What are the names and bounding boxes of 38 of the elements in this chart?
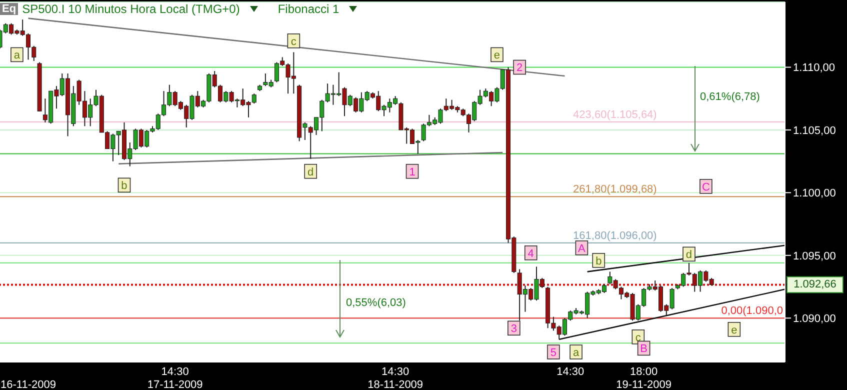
x-tick-label: 14:30 18-11-2009 <box>368 366 424 390</box>
series-label: B <box>640 343 648 356</box>
series-label: 1 <box>409 166 416 178</box>
ref-line-label: 1.092,66 <box>794 278 836 291</box>
y-tick-label: 1.090,00 <box>793 313 836 326</box>
x-tick-label: 16-11-2009 <box>0 379 56 390</box>
series-label: 5 <box>550 346 557 359</box>
ref-line-label: 161,80(1.096,00) <box>573 230 657 242</box>
series-label: b <box>121 180 128 192</box>
series-label: 4 <box>528 248 534 260</box>
annotation: 0,61%(6,78) <box>700 91 760 103</box>
text: b <box>596 255 602 268</box>
series-label: 2 <box>516 62 523 74</box>
series-label: 3 <box>510 323 517 336</box>
x-tick-label: 18:00 19-11-2009 <box>616 366 672 390</box>
text: a <box>572 346 580 359</box>
series-label: d <box>308 166 314 178</box>
chart-subtitle: Fibonacci 1 <box>278 2 340 16</box>
y-tick-label: 1.095,00 <box>793 250 836 262</box>
series-label: e <box>494 50 500 62</box>
annotation: Eq <box>0 3 18 15</box>
series-label: A <box>578 242 586 255</box>
text: e <box>731 324 738 336</box>
y-tick-label: 1.100,00 <box>793 188 836 200</box>
ref-line-label: 261,80(1.099,68) <box>573 184 657 196</box>
text: d <box>686 249 692 262</box>
ref-line-label: 423,60(1.105,64) <box>573 108 657 121</box>
series-label: C <box>702 181 710 194</box>
text: c <box>635 332 641 344</box>
series-label: c <box>290 36 297 48</box>
chart-title: SP500.I 10 Minutos Hora Local (TMG+0) <box>22 2 240 16</box>
y-tick-label: 1.110,00 <box>793 62 836 74</box>
y-tick-label: 1.105,00 <box>793 124 836 137</box>
series-label: a <box>14 50 21 62</box>
ref-line-label: 0,00(1.090,0 <box>721 305 783 318</box>
x-tick-label: 14:30 17-11-2009 <box>147 366 203 390</box>
annotation: 0,55%(6,03) <box>346 297 406 309</box>
x-tick-label: 14:30 <box>556 366 584 378</box>
